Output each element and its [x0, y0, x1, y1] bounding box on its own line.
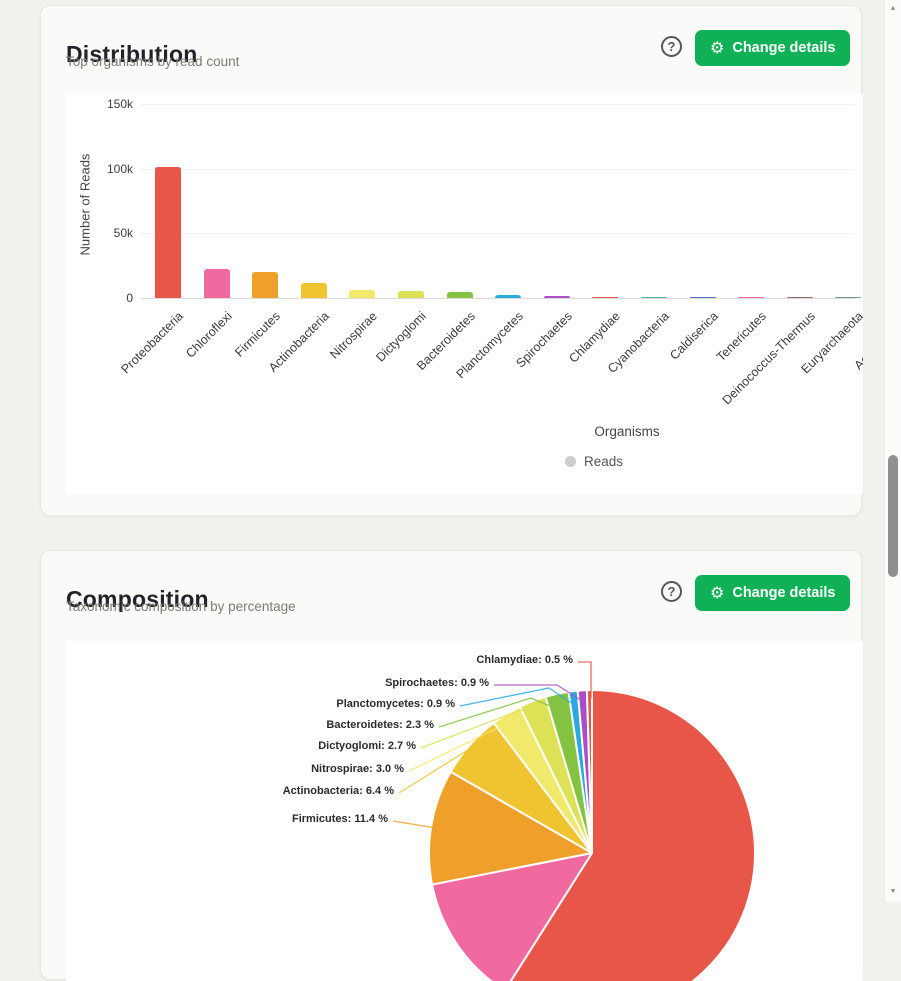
distribution-title: Distribution — [66, 41, 198, 68]
scroll-up-icon[interactable]: ▲ — [889, 5, 897, 12]
pie-leader-line-firmicutes — [392, 820, 487, 841]
bar-cyanobacteria[interactable] — [641, 296, 667, 298]
composition-title: Composition — [66, 586, 209, 613]
change-details-button[interactable]: ⚙ Change details — [695, 575, 851, 611]
bar-euryarchaeota[interactable] — [835, 296, 862, 298]
bar-firmicutes[interactable] — [252, 271, 279, 298]
help-icon[interactable]: ? — [661, 581, 682, 602]
gridline — [141, 168, 855, 170]
pie-slice-chlamydiae[interactable] — [585, 689, 593, 854]
composition-card: Composition Taxonomic composition by per… — [40, 550, 863, 981]
bar-spirochaetes[interactable] — [543, 296, 570, 298]
y-axis-tick-label: 150k — [106, 97, 133, 111]
change-details-label: Change details — [732, 585, 836, 601]
y-axis-tick-label: 50k — [113, 226, 133, 241]
change-details-button[interactable]: ⚙ Change details — [695, 30, 851, 66]
scroll-down-icon[interactable]: ▼ — [889, 888, 897, 895]
bar-chloroflexi[interactable] — [203, 269, 230, 298]
pie-label-spirochaetes: Spirochaetes: 0.9 % — [385, 677, 489, 689]
y-axis-tick-label: 100k — [106, 161, 133, 176]
gridline — [141, 104, 855, 105]
pie-label-nitrospirae: Nitrospirae: 3.0 % — [311, 763, 404, 775]
pie-label-actinobacteria: Actinobacteria: 6.4 % — [282, 785, 394, 797]
composition-pie-chart: Firmicutes: 11.4 % Actinobacteria: 6.4 % N… — [66, 641, 863, 981]
pie-label-firmicutes: Firmicutes: 11.4 % — [292, 813, 388, 825]
pie-leader-line-nitrospirae — [408, 721, 527, 772]
pie-label-chlamydiae: Chlamydiae: 0.5 % — [476, 654, 573, 666]
legend-marker-icon — [564, 456, 576, 467]
pie-slice-firmicutes[interactable] — [428, 770, 593, 886]
reads-bar-chart: Number of Reads Organisms Reads 0 50k 100k… — [66, 94, 863, 494]
y-axis-title: Number of Reads — [77, 153, 93, 256]
pie-leader-line-spirochaetes — [494, 684, 585, 703]
bar-proteobacteria[interactable] — [155, 166, 181, 298]
bar-deinococcus-thermus[interactable] — [786, 296, 813, 298]
report-page: { "icons": { "gear-icon": "⚙", "help-ico… — [40, 0, 901, 981]
y-axis-tick-label: 0 — [126, 291, 133, 305]
x-axis-line — [141, 298, 855, 299]
pie-leader-line-dictyoglomi — [420, 709, 545, 749]
pie-leader-line-planctomycetes — [459, 687, 574, 707]
scrollbar-thumb[interactable] — [888, 455, 898, 577]
gridline — [141, 233, 855, 235]
bar-actinobacteria[interactable] — [300, 283, 327, 298]
pie-svg — [392, 661, 756, 981]
help-icon[interactable]: ? — [661, 36, 682, 57]
pie-leader-line-bacteroidetes — [438, 697, 558, 728]
bar-planctomycetes[interactable] — [495, 294, 522, 298]
pie-label-planctomycetes: Planctomycetes: 0.9 % — [336, 698, 455, 710]
pie-label-bacteroidetes: Bacteroidetes: 2.3 % — [326, 719, 434, 731]
bar-caldiserica[interactable] — [689, 296, 716, 298]
x-axis-title: Organisms — [594, 424, 660, 439]
change-details-label: Change details — [732, 40, 836, 56]
vertical-scrollbar[interactable]: ▲ ▼ — [884, 0, 901, 902]
bar-tenericutes[interactable] — [738, 296, 765, 298]
pie-leader-line-actinobacteria — [398, 745, 500, 794]
gear-icon: ⚙ — [710, 583, 725, 602]
bar-nitrospirae[interactable] — [349, 290, 376, 298]
distribution-card: Distribution Top organisms by read count… — [40, 5, 863, 516]
gear-icon: ⚙ — [710, 38, 725, 57]
legend-label: Reads — [583, 454, 624, 469]
pie-label-dictyoglomi: Dictyoglomi: 2.7 % — [318, 740, 416, 752]
composition-subtitle: Taxonomic composition by percentage — [66, 599, 296, 614]
legend-item-reads[interactable]: Reads — [494, 454, 694, 469]
pie-leader-line-chlamydiae — [578, 661, 592, 698]
bar-bacteroidetes[interactable] — [446, 292, 473, 298]
bar-dictyoglomi[interactable] — [398, 291, 424, 298]
distribution-subtitle: Top organisms by read count — [66, 54, 240, 69]
bar-chlamydiae[interactable] — [592, 296, 619, 298]
